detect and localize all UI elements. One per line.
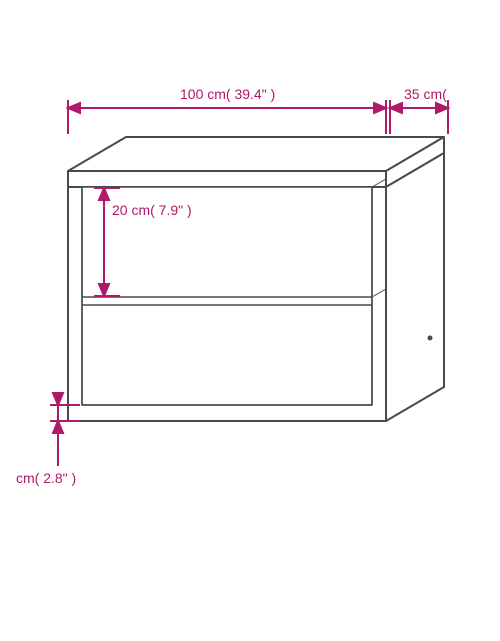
dim-depth-label: 35 cm( bbox=[404, 86, 447, 102]
dim-bottom-label: cm( 2.8" ) bbox=[16, 470, 76, 486]
product-outline bbox=[68, 137, 444, 421]
dim-width bbox=[68, 100, 386, 134]
dim-height-label: 20 cm( 7.9" ) bbox=[112, 202, 130, 220]
dim-width-label: 100 cm( 39.4" ) bbox=[180, 86, 275, 102]
dim-depth bbox=[390, 100, 448, 134]
